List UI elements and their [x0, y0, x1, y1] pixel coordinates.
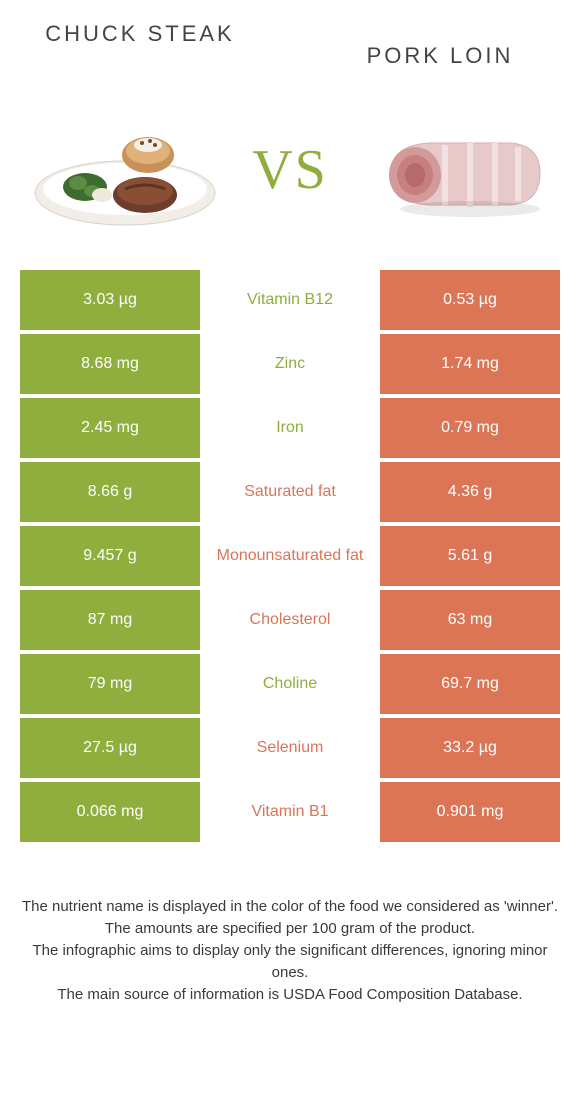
- vs-label: VS: [252, 138, 328, 202]
- footnote-line: The nutrient name is displayed in the co…: [20, 896, 560, 918]
- nutrient-label: Choline: [200, 654, 380, 714]
- value-right: 0.901 mg: [380, 782, 560, 842]
- footnotes: The nutrient name is displayed in the co…: [0, 846, 580, 1006]
- value-left: 8.68 mg: [20, 334, 200, 394]
- table-row: 79 mgCholine69.7 mg: [20, 654, 560, 714]
- comparison-table: 3.03 µgVitamin B120.53 µg8.68 mgZinc1.74…: [0, 270, 580, 842]
- nutrient-label: Vitamin B12: [200, 270, 380, 330]
- food-image-left: [30, 105, 220, 235]
- value-left: 0.066 mg: [20, 782, 200, 842]
- table-row: 27.5 µgSelenium33.2 µg: [20, 718, 560, 778]
- value-right: 33.2 µg: [380, 718, 560, 778]
- value-left: 27.5 µg: [20, 718, 200, 778]
- value-right: 63 mg: [380, 590, 560, 650]
- value-right: 1.74 mg: [380, 334, 560, 394]
- value-right: 4.36 g: [380, 462, 560, 522]
- food-image-right: [360, 105, 550, 235]
- value-right: 69.7 mg: [380, 654, 560, 714]
- nutrient-label: Iron: [200, 398, 380, 458]
- value-right: 0.53 µg: [380, 270, 560, 330]
- nutrient-label: Selenium: [200, 718, 380, 778]
- value-left: 79 mg: [20, 654, 200, 714]
- footnote-line: The amounts are specified per 100 gram o…: [20, 918, 560, 940]
- footnote-line: The main source of information is USDA F…: [20, 984, 560, 1006]
- nutrient-label: Zinc: [200, 334, 380, 394]
- value-left: 3.03 µg: [20, 270, 200, 330]
- value-right: 0.79 mg: [380, 398, 560, 458]
- nutrient-label: Vitamin B1: [200, 782, 380, 842]
- footnote-line: The infographic aims to display only the…: [20, 940, 560, 984]
- table-row: 8.66 gSaturated fat4.36 g: [20, 462, 560, 522]
- header: Chuck steak Pork loin: [0, 0, 580, 90]
- table-row: 3.03 µgVitamin B120.53 µg: [20, 270, 560, 330]
- value-left: 9.457 g: [20, 526, 200, 586]
- table-row: 0.066 mgVitamin B10.901 mg: [20, 782, 560, 842]
- table-row: 8.68 mgZinc1.74 mg: [20, 334, 560, 394]
- hero-row: VS: [0, 90, 580, 270]
- value-right: 5.61 g: [380, 526, 560, 586]
- table-row: 87 mgCholesterol63 mg: [20, 590, 560, 650]
- food-title-left: Chuck steak: [40, 20, 240, 48]
- food-title-right: Pork loin: [340, 20, 540, 70]
- nutrient-label: Monounsaturated fat: [200, 526, 380, 586]
- value-left: 2.45 mg: [20, 398, 200, 458]
- table-row: 2.45 mgIron0.79 mg: [20, 398, 560, 458]
- table-row: 9.457 gMonounsaturated fat5.61 g: [20, 526, 560, 586]
- nutrient-label: Saturated fat: [200, 462, 380, 522]
- nutrient-label: Cholesterol: [200, 590, 380, 650]
- value-left: 8.66 g: [20, 462, 200, 522]
- value-left: 87 mg: [20, 590, 200, 650]
